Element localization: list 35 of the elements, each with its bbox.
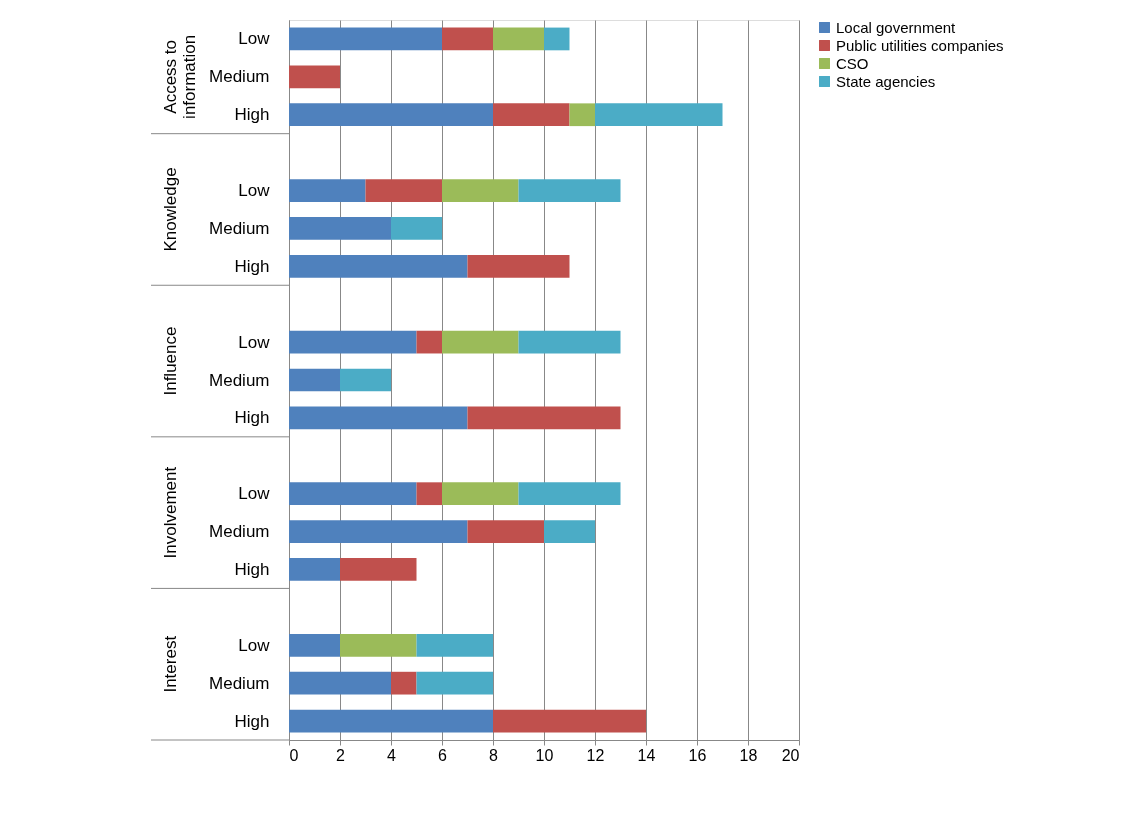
x-tick-label: 20	[781, 746, 800, 764]
y-tick-label: Medium	[209, 673, 270, 693]
legend-label: Local government	[836, 18, 957, 36]
y-tick-label: Medium	[209, 370, 270, 390]
text: Access to information	[161, 34, 199, 119]
x-tick-label: 8	[489, 746, 499, 764]
y-tick-label: Medium	[209, 522, 270, 542]
x-tick-label: 2	[336, 746, 346, 764]
legend-label: State agencies	[836, 72, 936, 90]
y-tick-label: High	[234, 711, 270, 731]
y-tick-label: Low	[238, 332, 271, 352]
x-tick-label: 4	[387, 746, 397, 764]
y-tick-label: High	[234, 105, 270, 125]
text: Influence	[161, 326, 180, 396]
y-tick-label: High	[234, 559, 270, 579]
x-tick-label: 18	[739, 746, 758, 764]
y-tick-label: Low	[238, 181, 271, 201]
legend-label: CSO	[836, 54, 869, 72]
text: Involvement	[161, 466, 180, 559]
legend-label: Public utilities companies	[836, 36, 1004, 54]
y-tick-label: Low	[238, 484, 271, 504]
x-tick-label: 16	[688, 746, 707, 764]
text: Interest	[161, 635, 180, 693]
y-tick-label: Low	[238, 29, 271, 49]
x-tick-label: 14	[637, 746, 656, 764]
x-tick-label: 12	[586, 746, 605, 764]
y-tick-label: Medium	[209, 67, 270, 87]
y-tick-label: Medium	[209, 218, 270, 238]
y-tick-label: High	[234, 256, 270, 276]
x-tick-label: 6	[438, 746, 448, 764]
text: Knowledge	[161, 167, 180, 252]
y-tick-label: Low	[238, 635, 271, 655]
y-tick-label: High	[234, 408, 270, 428]
x-tick-label: 0	[289, 746, 299, 764]
x-tick-label: 10	[535, 746, 554, 764]
